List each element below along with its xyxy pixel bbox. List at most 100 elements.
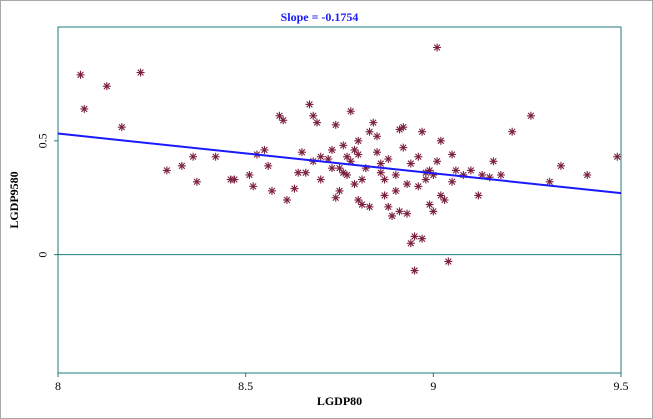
data-point — [282, 196, 291, 204]
data-point — [177, 161, 186, 170]
x-tick-label: 8.5 — [238, 379, 253, 393]
data-point-stroke — [276, 112, 283, 120]
data-point-stroke — [373, 132, 381, 140]
data-point-stroke — [246, 171, 253, 179]
data-point-stroke — [317, 176, 325, 183]
data-point — [305, 100, 314, 109]
data-point-stroke — [351, 180, 358, 188]
data-point-stroke — [118, 123, 126, 131]
data-point-stroke — [354, 137, 362, 145]
data-point-stroke — [336, 187, 343, 195]
data-point — [418, 234, 427, 243]
data-point-stroke — [291, 185, 298, 192]
data-point — [418, 127, 427, 136]
data-point-stroke — [328, 164, 336, 172]
data-point — [343, 152, 352, 161]
data-point-stroke — [268, 187, 276, 195]
data-point-stroke — [407, 239, 415, 247]
data-point-stroke — [309, 112, 317, 120]
data-point — [297, 148, 306, 157]
data-point — [350, 145, 359, 154]
data-point-stroke — [557, 162, 565, 170]
data-point-stroke — [358, 201, 366, 208]
data-point-stroke — [400, 144, 407, 151]
data-point-stroke — [339, 142, 347, 149]
data-point — [264, 161, 273, 170]
data-point — [380, 175, 389, 184]
data-point-stroke — [313, 119, 321, 126]
data-point-stroke — [343, 171, 351, 179]
data-point-stroke — [377, 169, 385, 176]
data-point — [335, 186, 344, 195]
data-point — [429, 207, 438, 216]
data-point — [267, 186, 276, 195]
data-point — [436, 136, 445, 145]
data-point-stroke — [403, 180, 411, 188]
data-point-stroke — [448, 178, 456, 186]
data-point — [76, 70, 85, 79]
data-point-stroke — [332, 121, 340, 129]
data-point — [373, 132, 382, 141]
data-point — [613, 152, 622, 161]
data-point — [365, 202, 374, 211]
x-tick-label: 9.5 — [614, 379, 629, 393]
data-point — [448, 150, 457, 159]
data-point — [354, 196, 363, 204]
data-point — [230, 175, 239, 184]
data-point — [275, 111, 284, 120]
data-point — [556, 161, 565, 170]
data-point — [346, 157, 355, 166]
y-axis-title: LGDP9580 — [7, 171, 21, 228]
data-point — [403, 180, 412, 189]
data-point-stroke — [396, 208, 403, 215]
data-point — [189, 152, 198, 161]
data-point — [279, 116, 288, 125]
data-point-stroke — [448, 151, 456, 158]
data-point-stroke — [497, 171, 505, 179]
data-point — [373, 148, 382, 157]
data-point-stroke — [343, 153, 351, 161]
data-point-stroke — [452, 167, 460, 174]
data-point-stroke — [347, 107, 355, 115]
data-point — [346, 107, 355, 116]
data-point-stroke — [264, 162, 272, 170]
data-point-stroke — [81, 105, 88, 113]
data-point-stroke — [294, 169, 302, 176]
data-point-stroke — [508, 128, 516, 135]
data-point-stroke — [422, 176, 430, 183]
x-axis-title: LGDP80 — [317, 394, 362, 408]
data-point — [301, 168, 310, 177]
data-point-stroke — [279, 117, 287, 124]
data-point — [444, 257, 453, 266]
data-point-stroke — [385, 203, 392, 211]
data-point — [192, 177, 201, 186]
data-point-stroke — [137, 69, 144, 76]
data-point-stroke — [490, 158, 497, 165]
data-point-stroke — [298, 148, 306, 156]
data-point-stroke — [381, 192, 388, 199]
data-point — [343, 170, 352, 179]
data-point — [433, 157, 442, 166]
data-point-stroke — [351, 146, 358, 154]
data-point-stroke — [415, 183, 422, 190]
data-point-stroke — [354, 151, 362, 158]
data-point — [117, 123, 126, 132]
data-point-stroke — [392, 171, 400, 179]
data-point-stroke — [366, 203, 373, 211]
data-point-stroke — [407, 160, 415, 167]
data-point — [312, 118, 321, 127]
data-point-stroke — [306, 101, 313, 108]
data-point-stroke — [347, 158, 355, 165]
data-point — [583, 170, 592, 179]
data-point — [526, 111, 535, 120]
data-point-stroke — [163, 167, 171, 174]
data-point-stroke — [339, 169, 347, 176]
data-point — [489, 157, 498, 166]
data-point — [335, 164, 344, 173]
data-point — [410, 266, 419, 275]
data-point — [466, 166, 475, 175]
data-point — [395, 207, 404, 216]
regression-line — [57, 132, 622, 195]
data-point — [406, 239, 415, 248]
